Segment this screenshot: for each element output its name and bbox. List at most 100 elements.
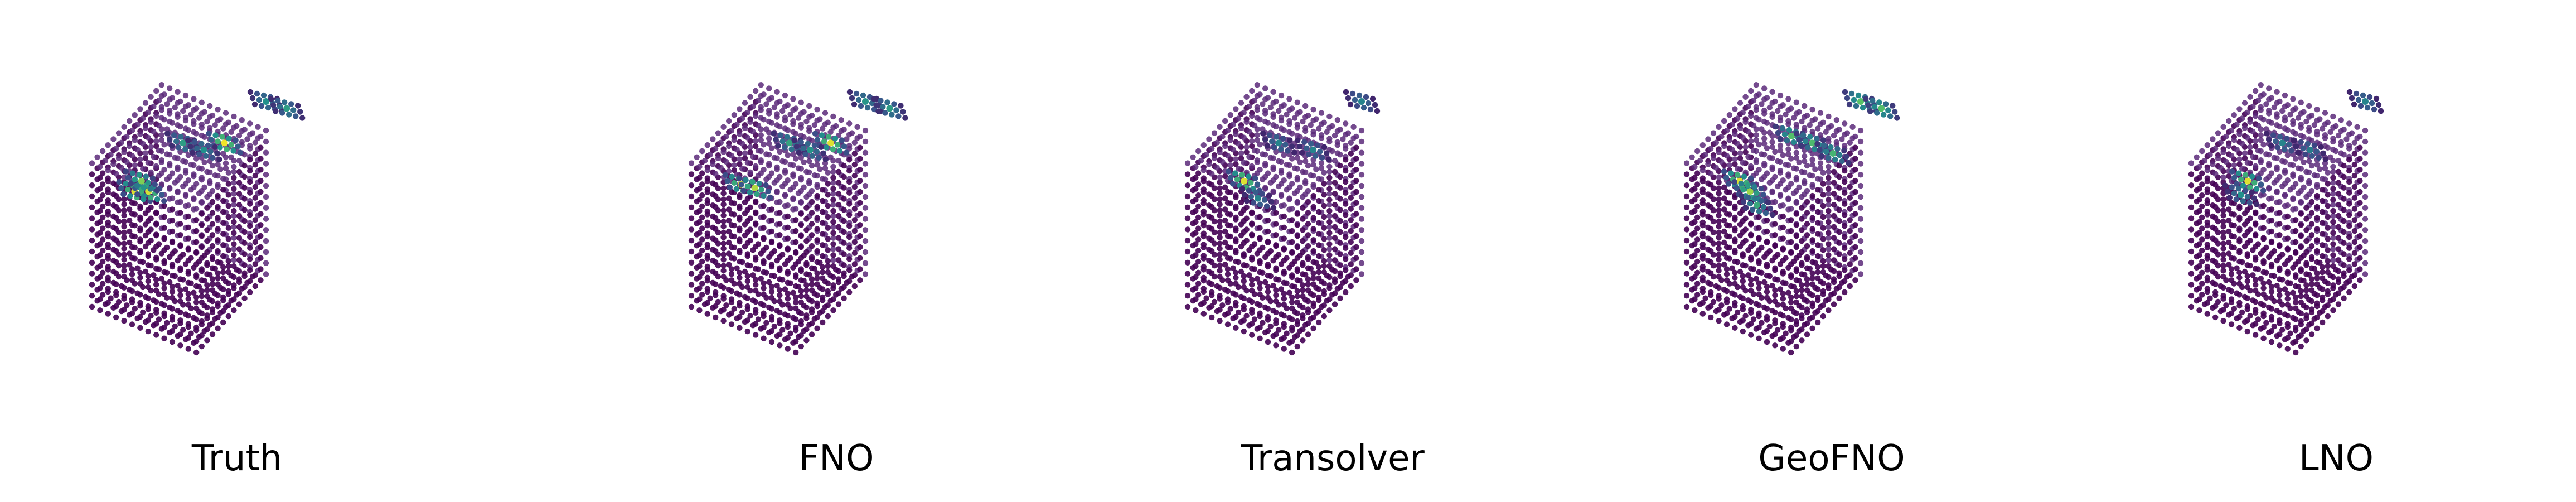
hotspot-point [900,109,906,115]
cube-point [1222,228,1228,235]
cube-points [1184,82,1365,356]
cube-point [1716,174,1722,180]
cube-point [798,255,804,261]
cube-point [830,235,836,241]
cube-point [820,275,826,281]
cube-point [137,248,143,254]
hotspot-point [1289,143,1295,149]
cube-point [785,235,791,242]
cube-point [198,310,205,316]
hotspot-point [143,173,149,180]
cube-point [151,153,157,160]
cube-point [728,200,735,206]
cube-point [1708,192,1714,199]
cube-point [747,149,753,155]
cube-point [699,269,705,276]
cube-point [1852,222,1858,228]
hotspot-point [1853,103,1860,109]
hotspot-point [192,139,198,145]
cube-point [1262,161,1268,167]
cube-point [1804,243,1810,249]
cube-point [1302,103,1309,109]
cube-point [1353,200,1359,206]
cube-point [2199,281,2205,287]
hotspot-point [237,149,243,156]
cube-point [1217,223,1223,230]
cube-point [1358,138,1365,145]
cube-point [830,197,836,203]
cube-point [1224,310,1231,316]
cube-point [761,142,767,148]
cube-point [1254,132,1260,138]
hotspot-point [1261,197,1268,203]
cube-point [1326,197,1333,203]
cube-point [1241,109,1247,115]
cube-point [2298,124,2304,131]
cube-point [2241,268,2248,275]
cube-point [1300,315,1306,321]
cube-point [798,99,804,105]
cube-point [798,321,804,327]
cube-point [236,180,243,186]
cube-point [820,126,826,132]
cube-point [777,265,783,271]
cube-point [1723,233,1730,239]
hotspot-point [1356,92,1363,99]
cube-point [1294,222,1300,228]
cube-point [142,155,149,161]
cube-point [779,158,786,165]
cube-point [1826,213,1832,219]
cube-point [785,335,791,341]
cube-point [1300,304,1306,311]
cube-point [161,269,167,276]
cube-point [1326,230,1333,236]
cube-point [1836,251,1842,257]
cube-point [793,316,799,322]
cube-point [699,258,705,265]
cube-point [2226,228,2232,235]
cube-point [1195,281,1202,287]
cube-point [1694,148,1701,155]
cube-point [252,239,258,245]
cube-point [1337,185,1343,191]
cube-point [2260,117,2267,123]
cube-point [1184,271,1191,277]
hotspot-point [1246,187,1252,194]
cube-point [825,302,831,308]
cube-point [737,192,743,199]
cube-point [2231,112,2237,118]
cube-point [1694,170,1701,176]
cube-point [177,331,183,337]
cube-point [121,234,127,240]
cube-point [225,291,231,297]
cube-point [1224,200,1231,206]
cube-point [2204,142,2210,148]
cube-point [1708,226,1714,232]
cube-point [835,257,842,263]
cube-point [225,247,231,253]
cube-point [1260,320,1266,326]
cube-point [1826,180,1832,186]
cube-point [1852,133,1858,140]
cube-point [825,263,831,269]
cube-point [1249,254,1255,260]
cube-point [158,157,164,163]
cube-point [1772,98,1778,105]
cube-point [1195,236,1202,243]
cube-point [1195,248,1202,254]
hotspot-point [154,187,160,194]
hotspot-core [138,177,145,185]
cube-point [1831,180,1837,186]
cube-point [1273,276,1279,282]
cube-point [1836,162,1842,169]
cube-point [841,229,847,235]
cube-point [182,167,189,174]
cube-point [161,225,167,231]
cube-point [2338,117,2344,123]
cube-point [755,147,762,154]
hotspot-point [1741,173,1747,180]
cube-point [1236,141,1242,147]
cube-point [1723,152,1730,159]
cube-point [263,227,269,233]
cube-point [1694,258,1701,265]
